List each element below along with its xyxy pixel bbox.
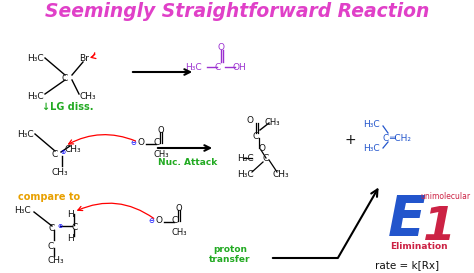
Text: H₃C: H₃C — [363, 120, 380, 129]
Text: C: C — [52, 150, 58, 159]
Text: Elimination: Elimination — [390, 242, 447, 251]
Text: C: C — [48, 242, 54, 251]
Text: ⊕: ⊕ — [57, 224, 62, 229]
Text: CH₃: CH₃ — [80, 92, 97, 101]
Text: H₃C: H₃C — [237, 170, 254, 179]
Text: CH₃: CH₃ — [65, 145, 82, 154]
Text: E: E — [388, 193, 426, 247]
Text: O: O — [218, 43, 225, 52]
Text: H₃C: H₃C — [17, 130, 34, 139]
Text: H₃C: H₃C — [363, 144, 380, 153]
Text: H₃C: H₃C — [185, 63, 201, 72]
Text: O: O — [156, 216, 163, 225]
Text: OH: OH — [233, 63, 247, 72]
Text: 1: 1 — [423, 206, 456, 251]
Text: +: + — [345, 133, 356, 147]
Text: O: O — [158, 126, 164, 135]
Text: C: C — [263, 154, 269, 163]
Text: proton
transfer: proton transfer — [209, 245, 251, 264]
Text: H: H — [67, 210, 74, 219]
Text: CH₃: CH₃ — [273, 170, 290, 179]
Text: C: C — [172, 216, 178, 225]
Text: ↓LG diss.: ↓LG diss. — [42, 102, 93, 112]
Text: C: C — [62, 74, 68, 83]
Text: H₃C: H₃C — [237, 154, 254, 163]
Text: C: C — [154, 138, 160, 147]
Text: H₃C: H₃C — [27, 54, 44, 63]
Text: H: H — [67, 234, 74, 243]
Text: O: O — [259, 144, 266, 153]
Text: C: C — [253, 132, 259, 141]
Text: ⊕: ⊕ — [60, 150, 65, 155]
Text: C: C — [49, 224, 55, 233]
Text: C: C — [215, 63, 221, 72]
Text: ⊖: ⊖ — [130, 140, 136, 146]
Text: ═CH₂: ═CH₂ — [389, 134, 411, 143]
Text: H₃C: H₃C — [14, 206, 31, 215]
Text: compare to: compare to — [18, 192, 80, 202]
Text: CH₃: CH₃ — [265, 118, 281, 127]
Text: unimolecular: unimolecular — [420, 192, 470, 201]
Text: Nuc. Attack: Nuc. Attack — [158, 158, 217, 167]
Text: CH₃: CH₃ — [48, 256, 64, 265]
Text: O: O — [176, 204, 182, 213]
Text: rate = k[Rx]: rate = k[Rx] — [375, 260, 439, 270]
Text: ⊖: ⊖ — [148, 218, 154, 224]
Text: C: C — [383, 134, 389, 143]
Text: Seemingly Straightforward Reaction: Seemingly Straightforward Reaction — [45, 2, 429, 21]
Text: C: C — [72, 223, 78, 232]
Text: H₃C: H₃C — [27, 92, 44, 101]
Text: Br: Br — [79, 54, 89, 63]
Text: CH₃: CH₃ — [52, 168, 69, 177]
Text: CH₃: CH₃ — [154, 150, 170, 159]
Text: CH₃: CH₃ — [172, 228, 188, 237]
Text: O: O — [138, 138, 145, 147]
Text: O: O — [247, 116, 254, 125]
